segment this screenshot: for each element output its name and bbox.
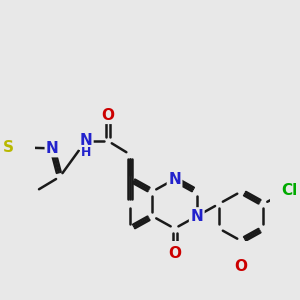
Text: S: S	[3, 140, 13, 154]
Text: O: O	[168, 246, 181, 261]
Text: N: N	[80, 134, 92, 148]
Text: H: H	[81, 146, 91, 159]
Text: N: N	[46, 141, 59, 156]
Text: N: N	[168, 172, 181, 187]
Text: O: O	[235, 259, 248, 274]
Text: N: N	[190, 209, 203, 224]
Text: O: O	[101, 108, 115, 123]
Text: Cl: Cl	[281, 183, 297, 198]
